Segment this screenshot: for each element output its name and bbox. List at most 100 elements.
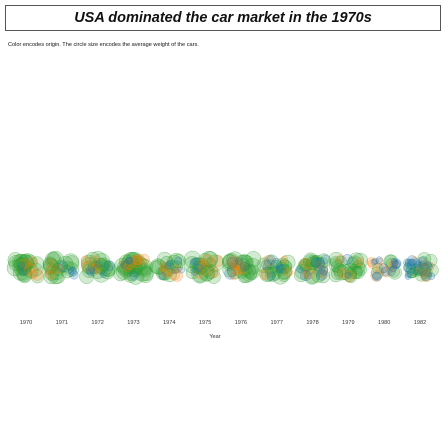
data-point-japan [171, 266, 179, 275]
data-point-usa [237, 269, 252, 284]
data-point-usa [57, 255, 74, 272]
data-point-europe [168, 268, 181, 281]
data-point-japan [103, 260, 115, 272]
data-point-japan [404, 273, 412, 280]
data-point-japan [344, 271, 352, 279]
data-point-europe [90, 255, 100, 264]
data-point-usa [240, 255, 254, 269]
data-point-usa [100, 261, 116, 277]
x-tick-label: 1974 [163, 320, 175, 326]
data-point-japan [391, 260, 401, 270]
chart-title: USA dominated the car market in the 1970… [74, 10, 372, 26]
chart-marks [6, 250, 439, 285]
data-point-japan [235, 257, 243, 265]
data-point-usa [183, 256, 201, 274]
data-point-japan [166, 259, 174, 267]
data-point-japan [129, 271, 139, 281]
data-point-japan [342, 254, 353, 265]
data-point-japan [316, 264, 326, 274]
data-point-japan [17, 261, 25, 269]
x-axis-ticks: 1970 1971 1972 1973 1974 1975 1976 1977 1978 1979… [20, 320, 426, 326]
data-point-usa [92, 265, 110, 283]
data-point-japan [239, 261, 250, 272]
data-point-europe [300, 257, 311, 269]
data-point-japan [390, 258, 398, 265]
x-tick-label: 1980 [378, 320, 390, 326]
data-point-japan [418, 266, 428, 276]
data-point-japan [224, 268, 236, 280]
x-tick-label: 1978 [306, 320, 318, 326]
data-point-japan [275, 264, 284, 273]
data-point-japan [372, 272, 382, 282]
data-point-japan [320, 254, 330, 264]
data-point-japan [403, 262, 413, 273]
data-point-usa [49, 266, 64, 281]
data-point-europe [258, 268, 271, 280]
data-point-japan [372, 271, 381, 281]
data-point-japan [425, 263, 434, 271]
data-point-japan [421, 270, 432, 281]
data-point-japan [271, 258, 282, 269]
data-point-europe [302, 270, 311, 279]
data-point-japan [226, 256, 238, 268]
data-point-japan [296, 265, 304, 274]
data-point-japan [19, 267, 28, 276]
data-point-japan [407, 255, 418, 266]
data-point-japan [125, 257, 133, 265]
data-point-japan [174, 256, 183, 265]
data-point-japan [125, 256, 134, 265]
data-point-japan [195, 263, 204, 272]
data-point-japan [319, 266, 329, 276]
data-point-europe [211, 255, 224, 267]
data-point-japan [261, 259, 272, 270]
data-point-europe [81, 260, 94, 273]
x-tick-label: 1972 [91, 320, 103, 326]
chart-subtitle: Color encodes origin. The circle size en… [8, 42, 199, 48]
data-point-japan [405, 271, 412, 279]
data-point-usa [149, 260, 163, 274]
data-point-europe [133, 253, 145, 265]
data-point-europe [91, 263, 102, 275]
data-point-europe [366, 257, 377, 267]
data-point-japan [95, 260, 103, 268]
chart-title-box: USA dominated the car market in the 1970… [5, 5, 441, 31]
data-point-japan [370, 258, 378, 266]
data-point-europe [280, 255, 289, 264]
x-tick-label: 1979 [342, 320, 354, 326]
data-point-japan [314, 257, 325, 269]
data-point-usa [269, 259, 283, 273]
data-point-japan [378, 263, 389, 274]
data-point-japan [86, 265, 96, 275]
x-tick-label: 1977 [271, 320, 283, 326]
data-point-europe [355, 257, 365, 267]
data-point-japan [57, 261, 69, 273]
data-point-japan [178, 267, 185, 274]
x-tick-label: 1970 [20, 320, 32, 326]
data-point-europe [53, 263, 64, 274]
x-tick-label: 1982 [414, 320, 426, 326]
data-point-japan [316, 269, 328, 281]
data-point-japan [266, 255, 276, 265]
data-point-europe [45, 265, 55, 275]
data-point-japan [310, 257, 322, 268]
data-point-usa [329, 256, 342, 269]
data-point-europe [46, 258, 55, 267]
data-point-usa [137, 266, 154, 283]
data-point-japan [69, 270, 79, 280]
data-point-japan [67, 266, 77, 276]
data-point-usa [243, 264, 258, 280]
data-point-japan [375, 256, 383, 264]
data-point-europe [201, 254, 214, 266]
x-tick-label: 1976 [235, 320, 247, 326]
data-point-usa [7, 252, 24, 268]
data-point-japan [190, 267, 200, 276]
data-point-japan [190, 258, 198, 266]
x-axis-label: Year [209, 334, 220, 340]
data-point-japan [300, 269, 312, 281]
x-tick-label: 1975 [199, 320, 211, 326]
data-point-japan [266, 271, 276, 281]
data-point-europe [344, 270, 356, 282]
data-point-europe [198, 260, 209, 271]
x-tick-label: 1973 [127, 320, 139, 326]
